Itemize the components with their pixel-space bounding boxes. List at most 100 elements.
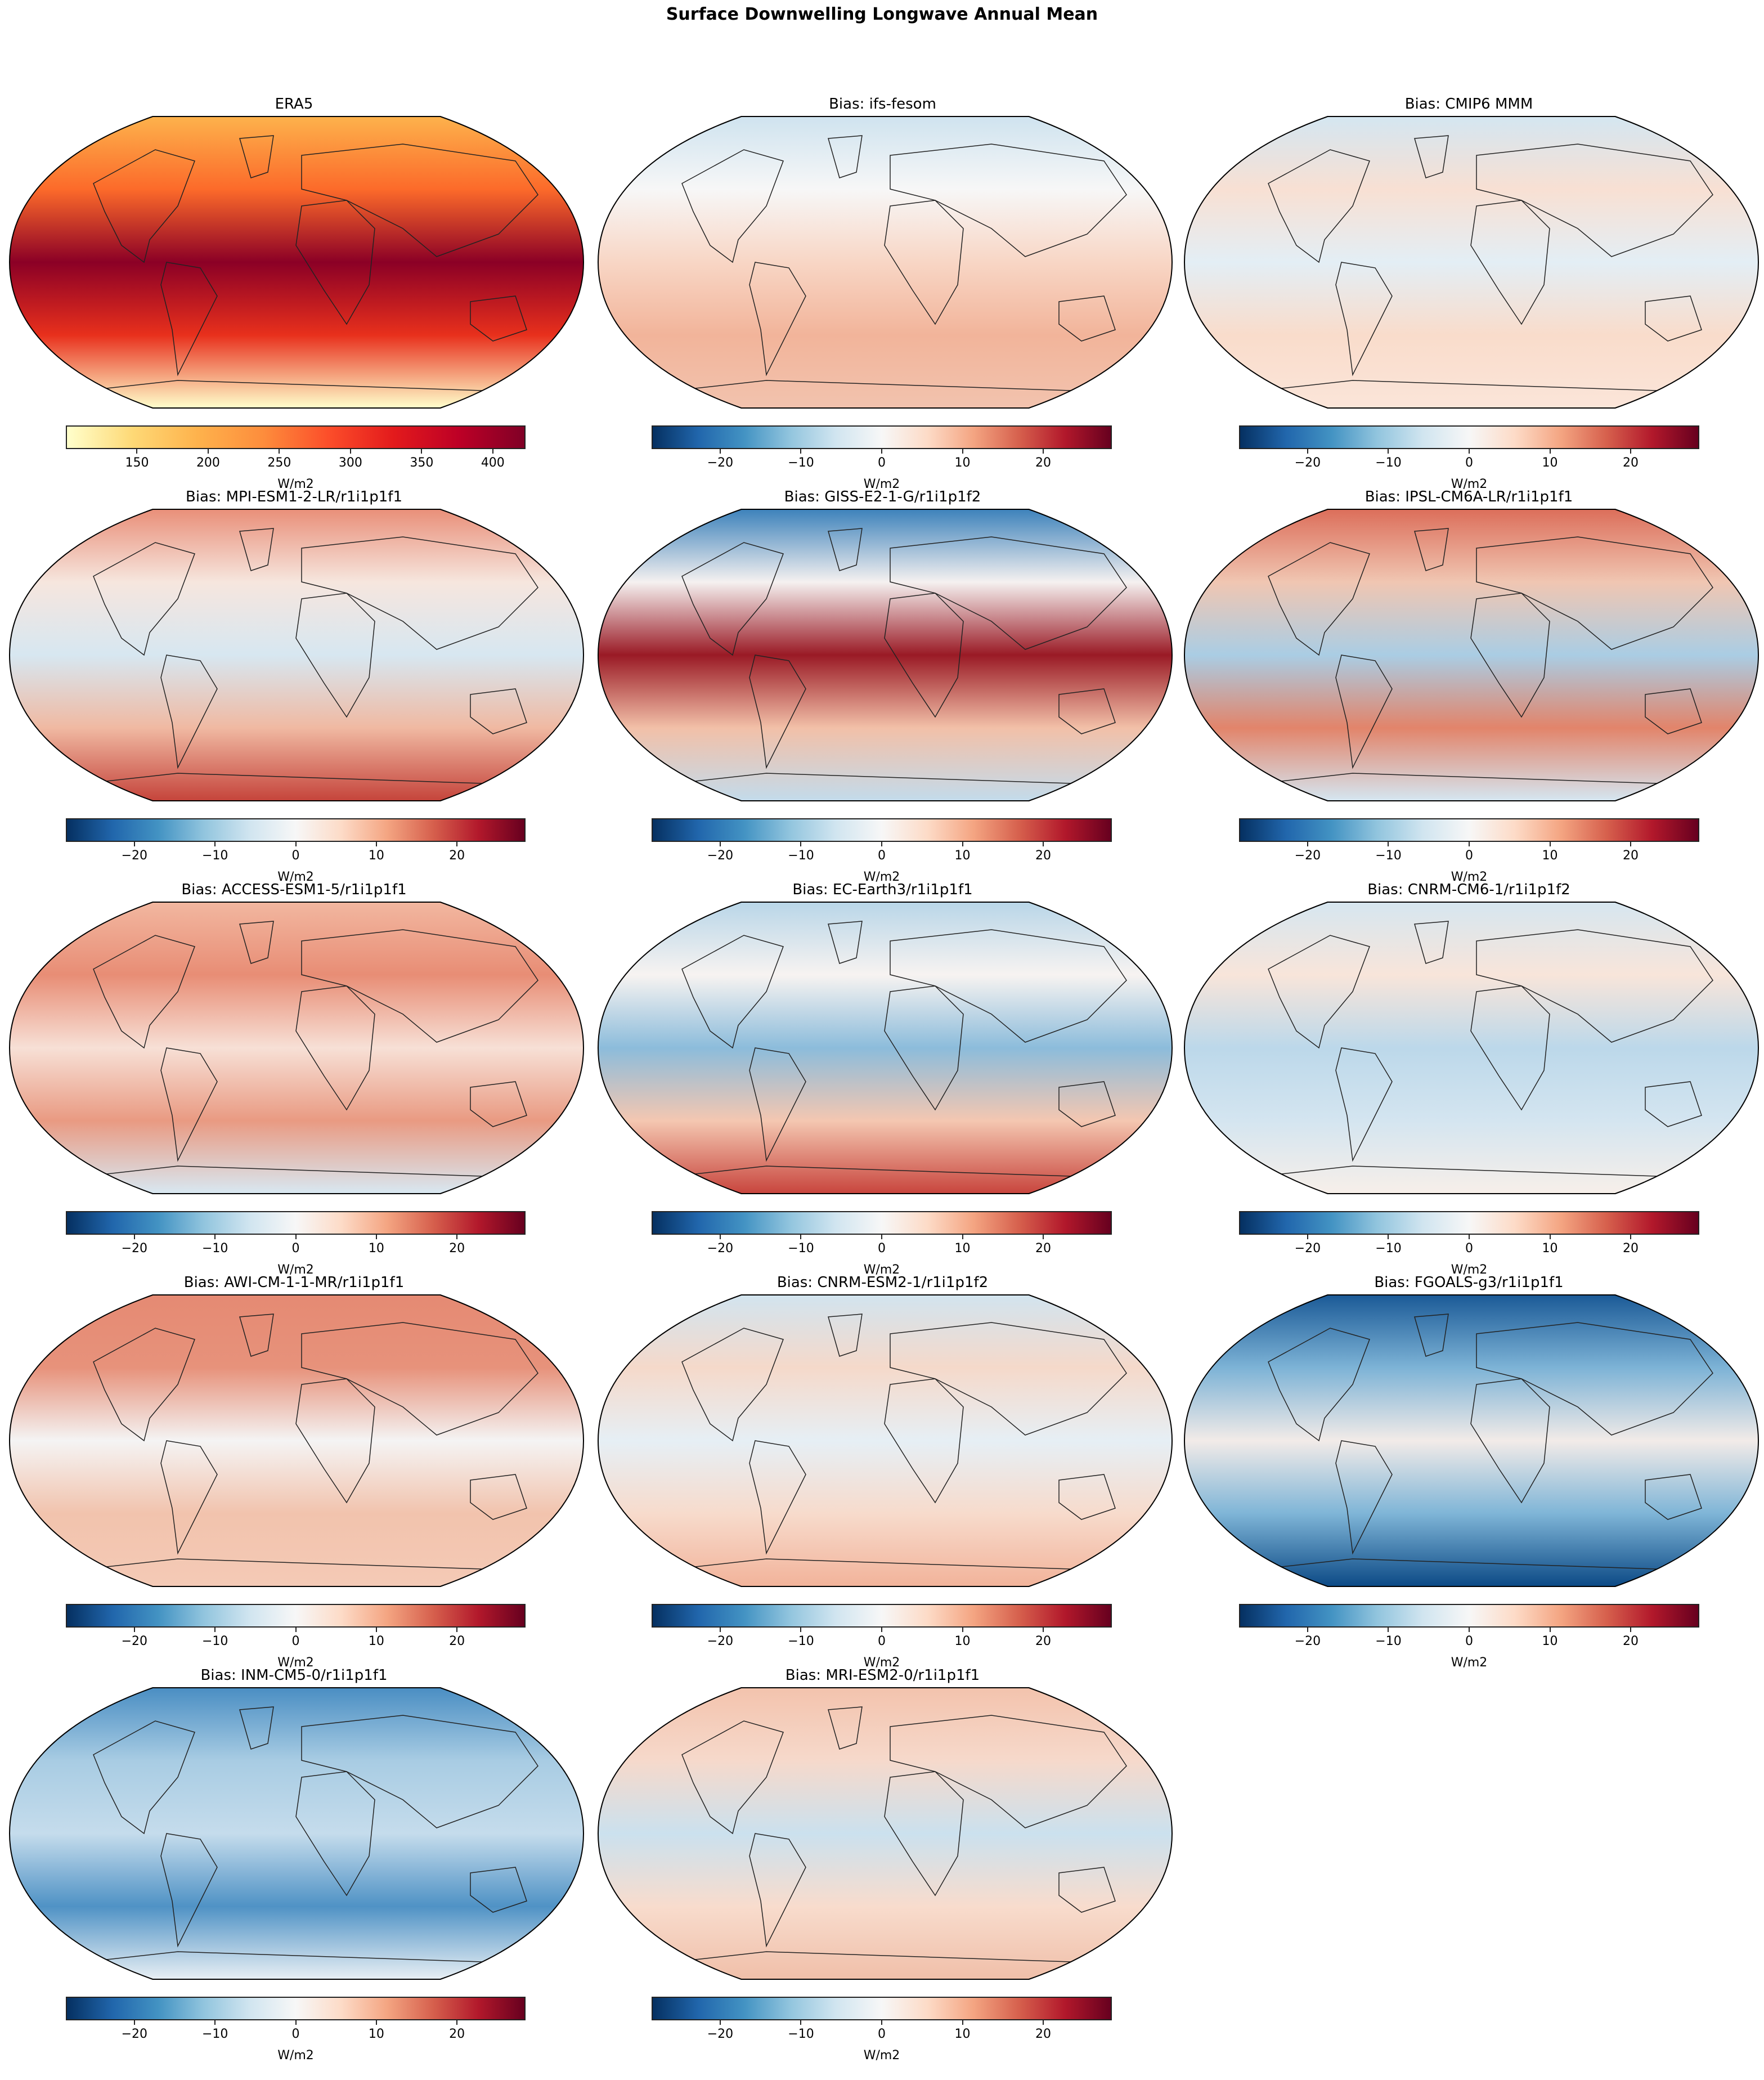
coastline bbox=[301, 1322, 538, 1436]
coastline bbox=[470, 1474, 527, 1520]
colorbar-tick bbox=[295, 1628, 297, 1632]
coastline bbox=[239, 1314, 274, 1357]
coastline bbox=[749, 1047, 806, 1162]
colorbar-tick bbox=[492, 449, 493, 454]
colorbar-tick bbox=[1469, 842, 1470, 846]
colorbar-tick-label: 0 bbox=[1465, 1634, 1473, 1648]
coastline bbox=[93, 935, 195, 1049]
colorbar-tick bbox=[1469, 1235, 1470, 1239]
colorbar-tick-label: −20 bbox=[707, 2027, 734, 2041]
colorbar-tick bbox=[1388, 1235, 1389, 1239]
coastline bbox=[1268, 935, 1370, 1049]
colorbar-tick bbox=[719, 842, 721, 846]
colorbar bbox=[652, 1211, 1112, 1235]
coastline bbox=[1476, 929, 1713, 1043]
colorbar-label: W/m2 bbox=[863, 1263, 900, 1277]
coastline bbox=[239, 528, 274, 571]
colorbar-tick-label: 20 bbox=[1623, 1634, 1639, 1648]
coastline bbox=[1476, 536, 1713, 650]
coastline bbox=[301, 929, 538, 1043]
coastline bbox=[890, 929, 1127, 1043]
colorbar-tick bbox=[800, 842, 802, 846]
coastline bbox=[93, 542, 195, 656]
panel-title: Bias: ifs-fesom bbox=[829, 96, 936, 113]
coastline bbox=[749, 1833, 806, 1948]
figure-title: Surface Downwelling Longwave Annual Mean bbox=[666, 5, 1098, 24]
coastline bbox=[160, 262, 218, 376]
coastline bbox=[884, 1771, 964, 1897]
panel-title: Bias: AWI-CM-1-1-MR/r1i1p1f1 bbox=[183, 1274, 405, 1291]
colorbar-tick bbox=[800, 1628, 802, 1632]
panel-title: Bias: CNRM-CM6-1/r1i1p1f2 bbox=[1367, 881, 1570, 898]
map-field bbox=[10, 1688, 583, 1979]
map-panel: Bias: INM-CM5-0/r1i1p1f1 −20 −10 0 10 20 W/m2 bbox=[0, 1667, 588, 2080]
colorbar-tick-label: −10 bbox=[201, 1634, 228, 1648]
coastline bbox=[884, 593, 964, 718]
colorbar-tick-label: 10 bbox=[954, 1634, 971, 1648]
map-boundary bbox=[9, 116, 584, 409]
coastline bbox=[1414, 135, 1449, 178]
coastline bbox=[93, 1328, 195, 1442]
coastline bbox=[470, 1081, 527, 1127]
coastline bbox=[749, 262, 806, 376]
map-boundary bbox=[1184, 116, 1759, 409]
colorbar-tick bbox=[295, 2020, 297, 2025]
colorbar-label: W/m2 bbox=[277, 477, 314, 491]
colorbar-tick-label: −10 bbox=[201, 1241, 228, 1256]
colorbar-tick-label: −20 bbox=[707, 849, 734, 863]
coastline bbox=[301, 536, 538, 650]
colorbar-tick-label: −20 bbox=[1294, 1241, 1321, 1256]
colorbar bbox=[1239, 1604, 1699, 1628]
coastline bbox=[295, 985, 375, 1111]
coastline bbox=[1645, 1474, 1702, 1520]
map-field bbox=[1184, 116, 1758, 408]
colorbar-tick bbox=[962, 449, 963, 454]
colorbar-tick-label: 10 bbox=[368, 1634, 384, 1648]
coastline bbox=[1470, 593, 1550, 718]
colorbar-tick-label: 20 bbox=[449, 1634, 465, 1648]
colorbar bbox=[652, 1604, 1112, 1628]
colorbar-tick-label: 0 bbox=[878, 456, 886, 470]
map-field bbox=[1184, 509, 1758, 801]
coastline bbox=[1058, 295, 1116, 342]
coastline bbox=[1470, 1378, 1550, 1504]
colorbar-tick-label: 10 bbox=[1542, 1241, 1558, 1256]
coastline bbox=[681, 935, 784, 1049]
colorbar-tick-label: −10 bbox=[201, 2027, 228, 2041]
coastline bbox=[890, 536, 1127, 650]
colorbar-label: W/m2 bbox=[277, 1263, 314, 1277]
colorbar-tick-label: 20 bbox=[449, 849, 465, 863]
panel-title: Bias: CMIP6 MMM bbox=[1404, 96, 1533, 113]
map-boundary bbox=[1184, 902, 1759, 1194]
colorbar-tick bbox=[800, 1235, 802, 1239]
map-boundary bbox=[598, 1294, 1173, 1587]
colorbar-tick bbox=[1549, 1628, 1551, 1632]
colorbar-tick-label: 300 bbox=[338, 456, 362, 470]
coastline bbox=[239, 1706, 274, 1750]
colorbar-label: W/m2 bbox=[277, 870, 314, 884]
map-panel: Bias: MPI-ESM1-2-LR/r1i1p1f1 −20 −10 0 10 20 W… bbox=[0, 488, 588, 902]
colorbar bbox=[1239, 1211, 1699, 1235]
coastline bbox=[1645, 1081, 1702, 1127]
colorbar bbox=[1239, 425, 1699, 449]
colorbar-tick bbox=[1388, 842, 1389, 846]
map-field bbox=[10, 1295, 583, 1586]
coastline bbox=[884, 1378, 964, 1504]
colorbar-tick bbox=[456, 1235, 458, 1239]
colorbar bbox=[652, 818, 1112, 842]
map-heatmap bbox=[598, 1687, 1173, 1980]
coastline bbox=[681, 149, 784, 263]
colorbar-tick-label: −10 bbox=[201, 849, 228, 863]
colorbar-label: W/m2 bbox=[863, 1656, 900, 1670]
coastline bbox=[160, 1047, 218, 1162]
colorbar-tick-label: −20 bbox=[121, 1241, 148, 1256]
map-panel: Bias: GISS-E2-1-G/r1i1p1f2 −20 −10 0 10 20 W/m… bbox=[589, 488, 1177, 902]
coastline bbox=[890, 1322, 1127, 1436]
map-boundary bbox=[9, 1687, 584, 1980]
map-heatmap bbox=[598, 509, 1173, 801]
coastline bbox=[239, 921, 274, 964]
panel-title: ERA5 bbox=[275, 96, 313, 113]
colorbar-tick-label: 0 bbox=[1465, 849, 1473, 863]
map-field bbox=[1184, 1295, 1758, 1586]
coastline bbox=[301, 144, 538, 257]
